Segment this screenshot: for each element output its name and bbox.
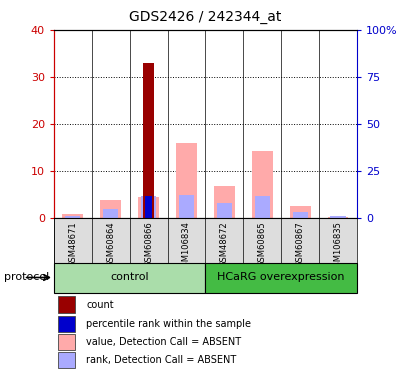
Text: GDS2426 / 242344_at: GDS2426 / 242344_at: [129, 10, 282, 24]
Text: GSM60867: GSM60867: [295, 221, 305, 267]
Bar: [58, 316, 75, 332]
Bar: [58, 334, 75, 350]
Text: GSM48672: GSM48672: [220, 221, 229, 267]
Text: control: control: [110, 273, 149, 282]
Bar: [176, 144, 197, 218]
Text: protocol: protocol: [4, 273, 49, 282]
Bar: [293, 212, 308, 217]
Text: GSM60866: GSM60866: [144, 221, 153, 267]
Bar: [214, 186, 235, 218]
Bar: [205, 262, 357, 292]
Text: percentile rank within the sample: percentile rank within the sample: [86, 319, 251, 329]
Bar: [255, 196, 270, 217]
Bar: [65, 216, 81, 217]
Bar: [58, 296, 75, 313]
Text: GSM106834: GSM106834: [182, 221, 191, 272]
Bar: [141, 196, 156, 217]
Text: rank, Detection Call = ABSENT: rank, Detection Call = ABSENT: [86, 355, 237, 365]
Bar: [63, 214, 83, 217]
Text: GSM106835: GSM106835: [334, 221, 342, 272]
Bar: [143, 63, 154, 217]
Bar: [138, 197, 159, 217]
Bar: [54, 262, 205, 292]
Bar: [217, 202, 232, 217]
Bar: [290, 206, 310, 218]
Bar: [100, 200, 121, 217]
Text: GSM60864: GSM60864: [106, 221, 115, 267]
Text: value, Detection Call = ABSENT: value, Detection Call = ABSENT: [86, 337, 241, 347]
Bar: [103, 209, 118, 218]
Bar: [330, 216, 346, 217]
Bar: [179, 195, 194, 217]
Bar: [145, 196, 152, 217]
Text: HCaRG overexpression: HCaRG overexpression: [217, 273, 345, 282]
Text: GSM48671: GSM48671: [68, 221, 77, 267]
Text: count: count: [86, 300, 114, 309]
Bar: [58, 352, 75, 368]
Text: GSM60865: GSM60865: [258, 221, 267, 267]
Bar: [252, 151, 273, 217]
